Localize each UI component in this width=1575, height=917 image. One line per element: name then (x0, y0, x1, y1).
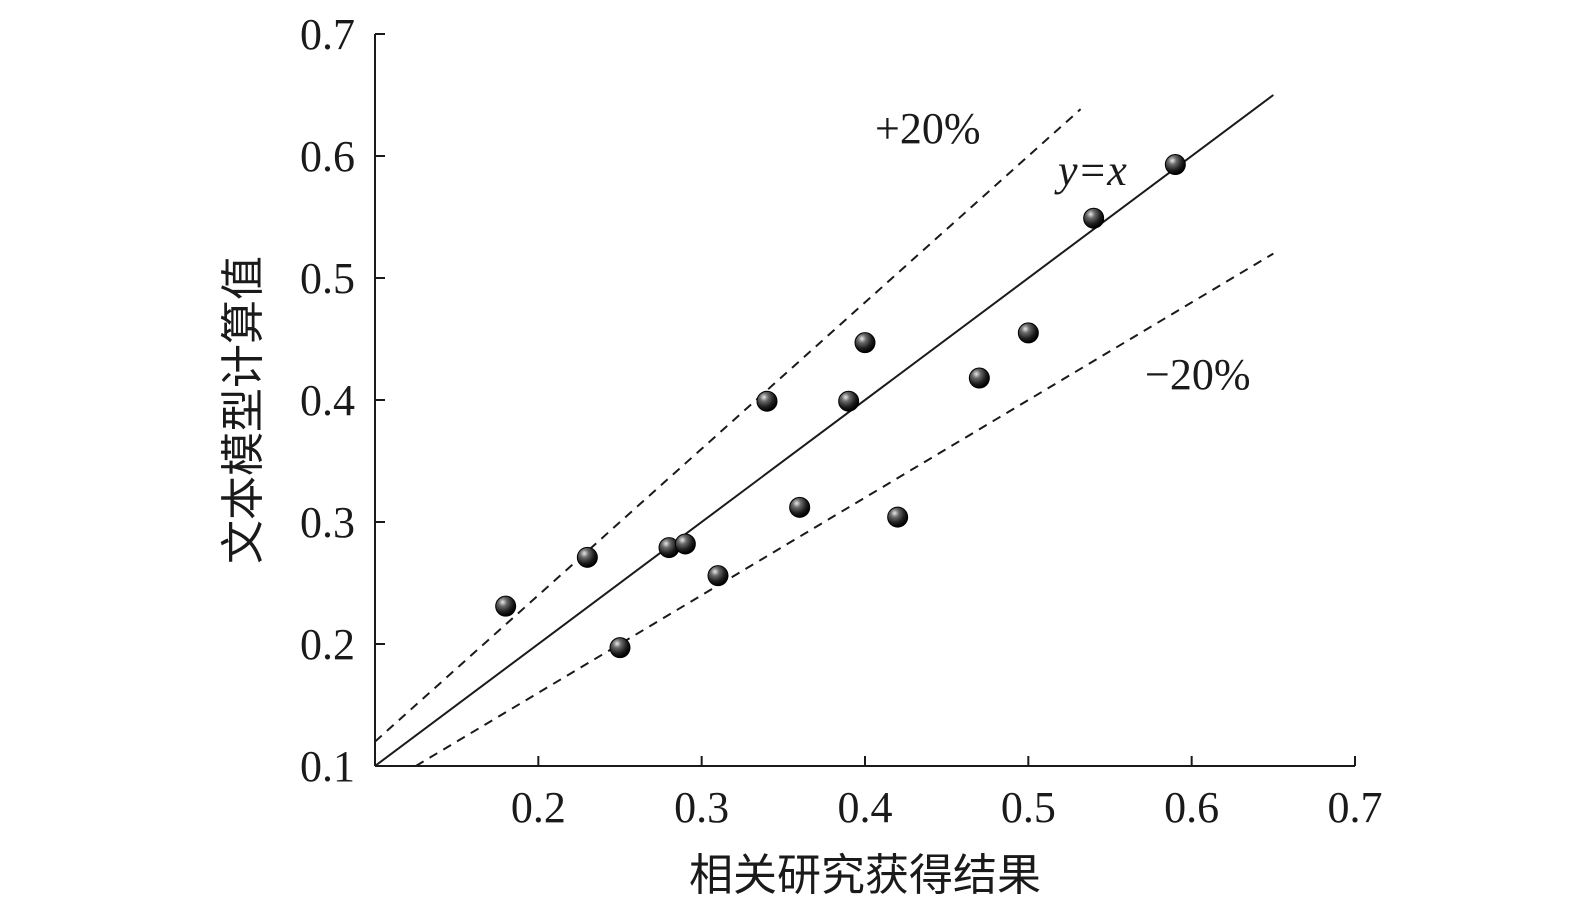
y-tick-label: 0.6 (300, 132, 355, 181)
data-point (968, 367, 990, 389)
x-tick-label: 0.5 (1001, 783, 1056, 832)
data-point (495, 595, 517, 617)
y-tick-label: 0.7 (300, 10, 355, 59)
minus-20-label: −20% (1145, 350, 1250, 399)
data-points (495, 154, 1186, 659)
identity-line (374, 94, 1274, 767)
data-point (576, 546, 598, 568)
data-point (1083, 207, 1105, 229)
plus-20-line (374, 108, 1082, 743)
data-point (674, 533, 696, 555)
y-tick-label: 0.3 (300, 498, 355, 547)
x-tick-label: 0.7 (1328, 783, 1383, 832)
data-point (1164, 154, 1186, 176)
data-point (887, 506, 909, 528)
x-ticks: 0.2 0.3 0.4 0.5 0.6 0.7 (511, 756, 1383, 832)
reference-lines (374, 94, 1274, 767)
x-tick-label: 0.6 (1164, 783, 1219, 832)
x-tick-label: 0.2 (511, 783, 566, 832)
data-point (609, 637, 631, 659)
minus-20-line (415, 252, 1274, 767)
data-point (789, 496, 811, 518)
x-tick-label: 0.4 (838, 783, 893, 832)
y-tick-label: 0.2 (300, 620, 355, 669)
data-point (707, 565, 729, 587)
plus-20-label: +20% (875, 104, 980, 153)
data-point (756, 390, 778, 412)
data-point (1017, 322, 1039, 344)
x-tick-label: 0.3 (674, 783, 729, 832)
y-tick-label: 0.4 (300, 376, 355, 425)
y-axis-title: 文本模型计算值 (218, 256, 269, 564)
identity-line-label: y=x (1054, 146, 1127, 195)
y-tick-label: 0.5 (300, 254, 355, 303)
data-point (854, 332, 876, 354)
x-axis-title: 相关研究获得结果 (689, 850, 1041, 901)
y-ticks: 0.1 0.2 0.3 0.4 0.5 0.6 0.7 (300, 10, 385, 791)
y-tick-label: 0.1 (300, 742, 355, 791)
data-point (838, 390, 860, 412)
